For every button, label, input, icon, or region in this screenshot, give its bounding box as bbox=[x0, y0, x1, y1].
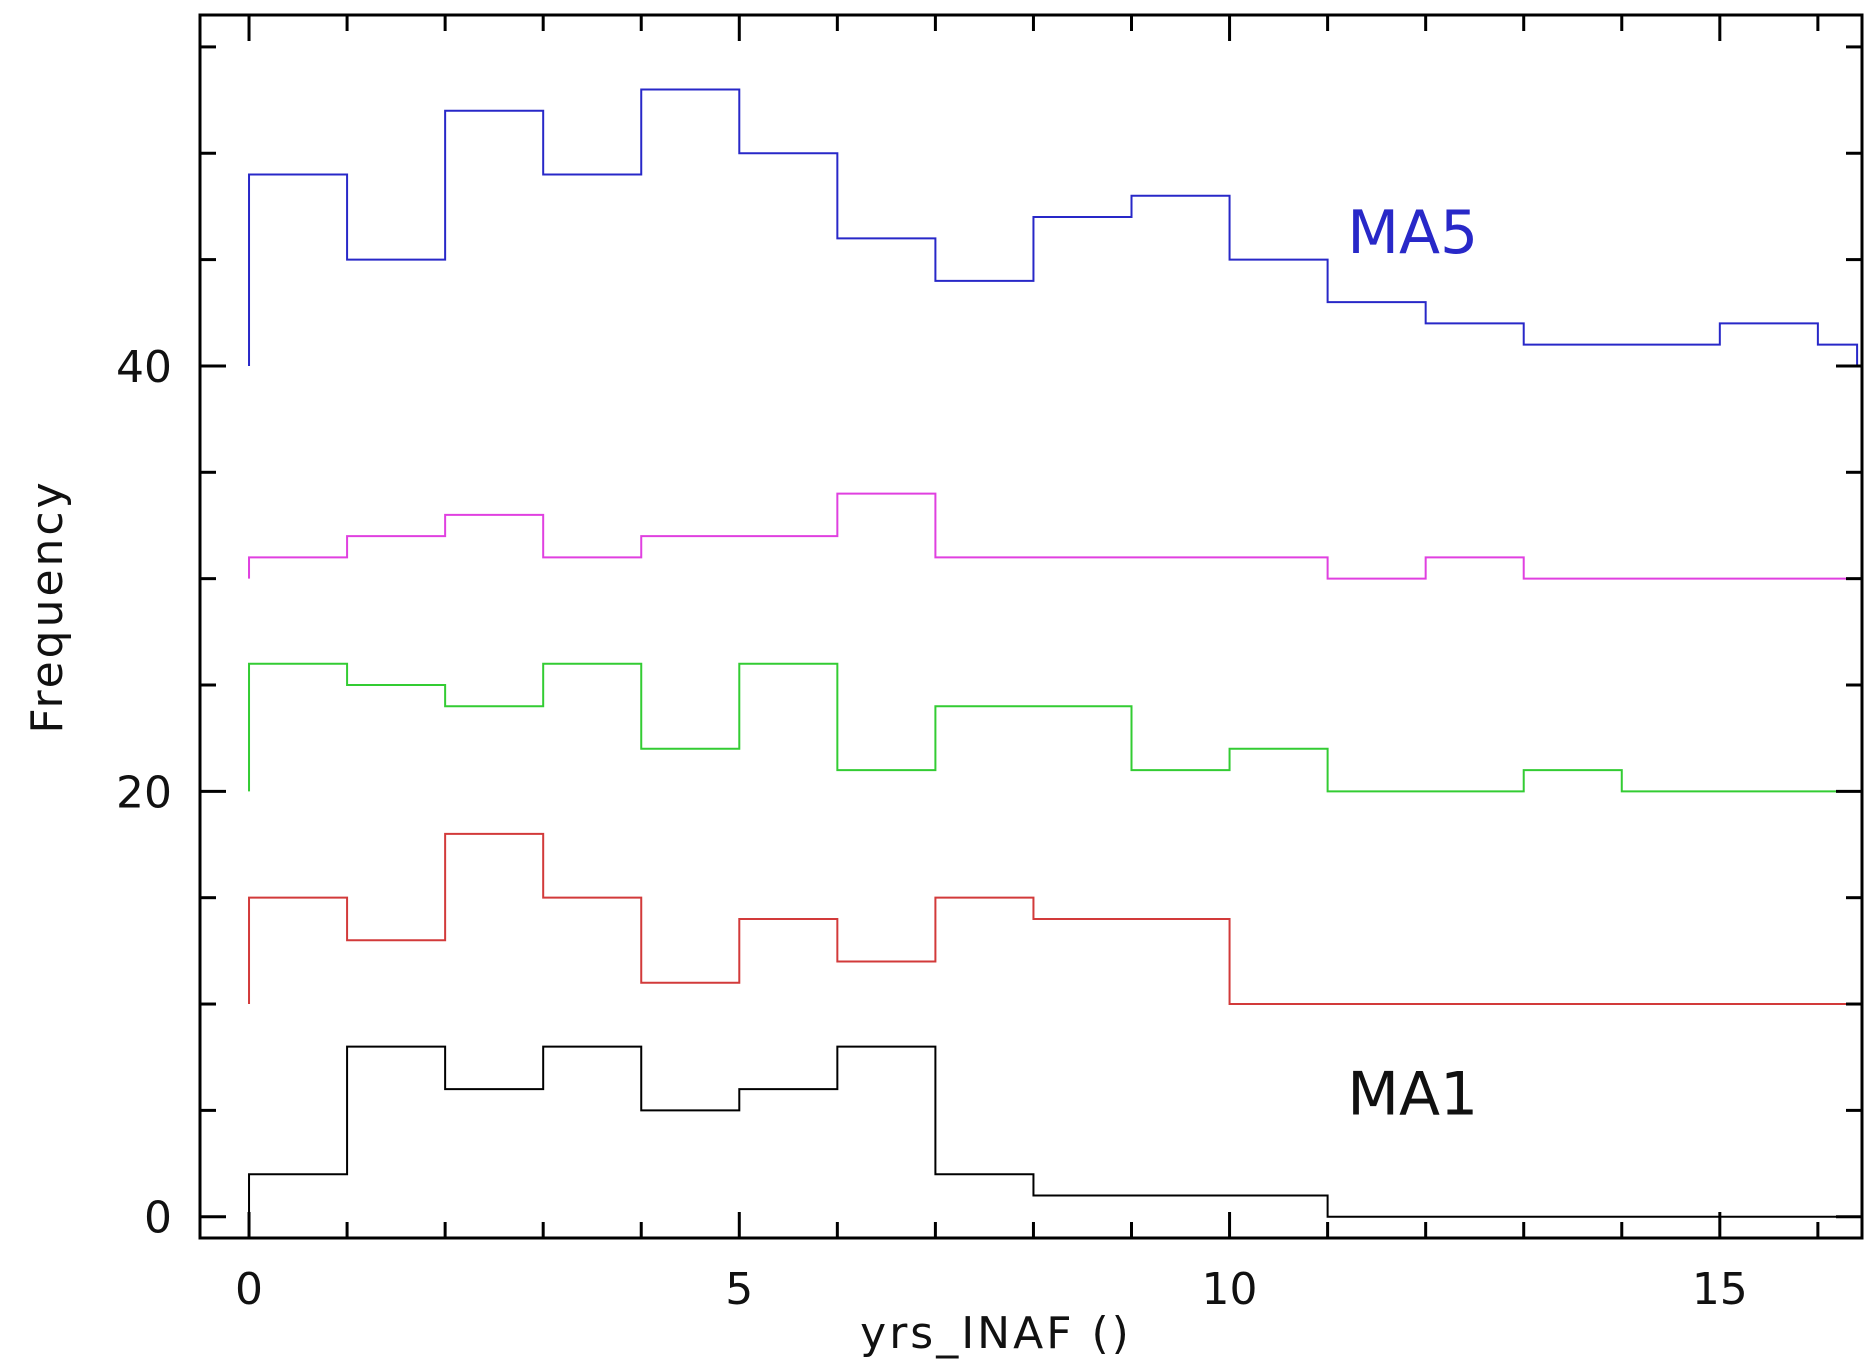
x-tick-label: 15 bbox=[1692, 1264, 1748, 1315]
plot-frame bbox=[198, 13, 1864, 1240]
series-ma1-step bbox=[248, 1045, 1858, 1218]
axes: 0 5 10 15 0 20 40 yrs_INAF () Frequency bbox=[22, 13, 1864, 1359]
y-axis-tick-labels: 0 20 40 bbox=[116, 342, 172, 1244]
annotation-layer: MA5 MA1 bbox=[1347, 198, 1478, 1129]
series-4-step bbox=[248, 492, 1858, 580]
y-axis-ticks bbox=[200, 45, 1862, 1219]
y-tick-label: 40 bbox=[116, 342, 172, 393]
x-tick-label: 10 bbox=[1202, 1264, 1258, 1315]
x-axis-tick-labels: 0 5 10 15 bbox=[235, 1264, 1748, 1315]
x-tick-label: 0 bbox=[235, 1264, 263, 1315]
series-ma5-step bbox=[248, 88, 1859, 366]
y-tick-label: 20 bbox=[116, 767, 172, 818]
series-layer bbox=[248, 88, 1859, 1218]
series-label-ma5: MA5 bbox=[1347, 198, 1478, 268]
x-tick-label: 5 bbox=[725, 1264, 753, 1315]
y-tick-label: 0 bbox=[144, 1193, 172, 1244]
y-axis-label: Frequency bbox=[22, 479, 73, 733]
series-label-ma1: MA1 bbox=[1347, 1060, 1478, 1130]
series-2-step bbox=[248, 832, 1858, 1006]
x-axis-label: yrs_INAF () bbox=[860, 1308, 1132, 1359]
series-3-step bbox=[248, 662, 1858, 793]
x-axis-ticks bbox=[247, 15, 1820, 1238]
